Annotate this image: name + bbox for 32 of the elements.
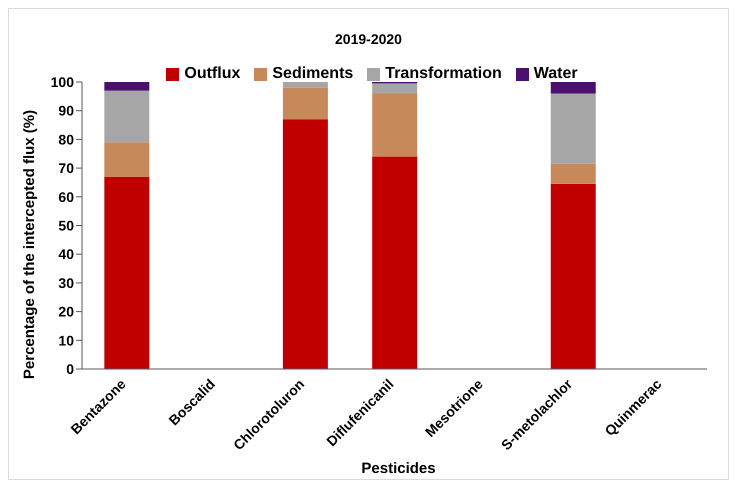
y-tick-label: 100: [50, 74, 74, 90]
y-tick-label: 10: [58, 332, 74, 348]
bar: [282, 88, 328, 120]
bar: [372, 93, 418, 157]
bar: [550, 164, 596, 184]
legend-label: Transformation: [385, 65, 502, 83]
bar: [372, 156, 418, 369]
bar: [550, 184, 596, 369]
y-tick-label: 40: [58, 246, 74, 262]
y-axis-title: Percentage of the intercepted flux (%): [22, 109, 38, 379]
bar: [282, 119, 328, 369]
bar: [372, 83, 418, 94]
legend-label: Outflux: [184, 65, 240, 83]
x-axis-title: Pesticides: [360, 460, 437, 477]
y-tick-label: 70: [58, 160, 74, 176]
bar: [104, 82, 150, 91]
y-tick-label: 90: [58, 102, 74, 119]
y-tick-label: 80: [58, 131, 74, 148]
y-tick-label: 0: [66, 360, 74, 377]
bar: [104, 142, 150, 177]
legend-label: Sediments: [272, 65, 354, 83]
y-tick-label: 30: [58, 274, 74, 291]
bar: [550, 82, 596, 94]
y-tick-label: 60: [58, 188, 74, 205]
bar: [282, 82, 328, 88]
y-tick-label: 20: [58, 304, 74, 320]
bar: [104, 90, 150, 142]
y-tick-label: 50: [58, 217, 74, 234]
bar: [550, 93, 596, 164]
bar: [104, 176, 150, 369]
chart-title: 2019-2020: [334, 31, 403, 47]
legend-label: Water: [534, 65, 578, 83]
